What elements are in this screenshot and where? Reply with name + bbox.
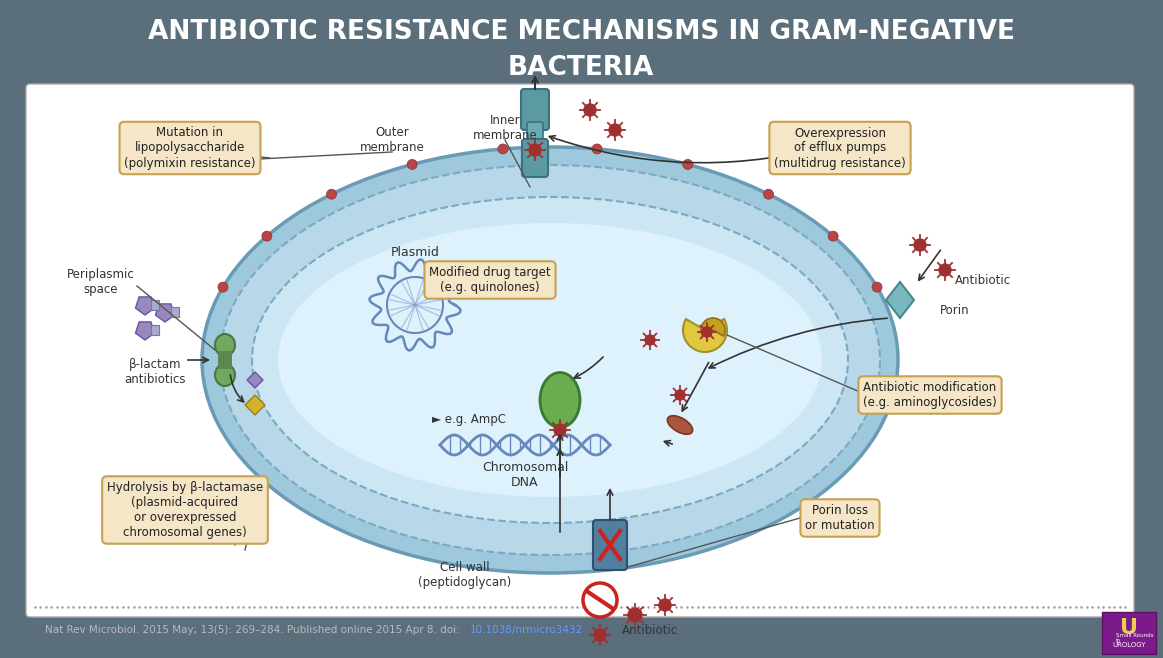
Circle shape	[327, 190, 336, 199]
Text: ► e.g. AmpC: ► e.g. AmpC	[431, 413, 506, 426]
FancyBboxPatch shape	[1103, 612, 1156, 654]
Circle shape	[828, 231, 839, 241]
Circle shape	[939, 264, 951, 276]
Text: Antibiotic: Antibiotic	[955, 274, 1011, 286]
FancyBboxPatch shape	[593, 520, 627, 570]
Text: Hydrolysis by β-lactamase
(plasmid-acquired
or overexpressed
chromosomal genes): Hydrolysis by β-lactamase (plasmid-acqui…	[107, 481, 263, 539]
Circle shape	[659, 599, 671, 611]
Circle shape	[872, 282, 882, 292]
Circle shape	[554, 424, 566, 436]
Text: β-lactam
antibiotics: β-lactam antibiotics	[124, 358, 186, 386]
Text: Nat Rev Microbiol. 2015 May; 13(5): 269–284. Published online 2015 Apr 8. doi:: Nat Rev Microbiol. 2015 May; 13(5): 269–…	[45, 625, 459, 635]
Text: UROLOGY: UROLOGY	[1112, 642, 1146, 648]
Text: BACTERIA: BACTERIA	[508, 55, 654, 81]
Text: Inner
membrane: Inner membrane	[472, 114, 537, 142]
Circle shape	[584, 104, 595, 116]
Text: Chromosomal
DNA: Chromosomal DNA	[481, 461, 569, 489]
Text: Modified drug target
(e.g. quinolones): Modified drug target (e.g. quinolones)	[429, 266, 551, 294]
Circle shape	[914, 239, 926, 251]
FancyBboxPatch shape	[521, 89, 549, 130]
Polygon shape	[886, 282, 914, 318]
Text: Cell wall
(peptidoglycan): Cell wall (peptidoglycan)	[419, 561, 512, 589]
Circle shape	[702, 327, 712, 337]
Circle shape	[675, 390, 685, 400]
Ellipse shape	[202, 147, 898, 573]
Text: Porin loss
or mutation: Porin loss or mutation	[805, 504, 875, 532]
Text: Antibiotic modification
(e.g. aminoglycosides): Antibiotic modification (e.g. aminoglyco…	[863, 381, 997, 409]
Ellipse shape	[540, 372, 580, 428]
FancyBboxPatch shape	[217, 351, 231, 369]
Ellipse shape	[215, 364, 235, 386]
Text: U: U	[1120, 618, 1139, 638]
Text: ANTIBIOTIC RESISTANCE MECHANISMS IN GRAM-NEGATIVE: ANTIBIOTIC RESISTANCE MECHANISMS IN GRAM…	[148, 19, 1014, 45]
Text: Periplasmic
space: Periplasmic space	[67, 268, 135, 296]
Circle shape	[594, 629, 606, 641]
Wedge shape	[701, 318, 725, 336]
Text: Antibiotic: Antibiotic	[622, 624, 678, 636]
Text: Plasmid: Plasmid	[391, 247, 440, 259]
Ellipse shape	[252, 197, 848, 523]
Ellipse shape	[668, 416, 693, 434]
Text: Overexpression
of efflux pumps
(multidrug resistance): Overexpression of efflux pumps (multidru…	[775, 126, 906, 170]
Circle shape	[498, 144, 508, 154]
Circle shape	[628, 608, 642, 622]
Text: Porin: Porin	[940, 303, 970, 316]
FancyBboxPatch shape	[26, 84, 1134, 617]
Circle shape	[645, 335, 655, 345]
Circle shape	[609, 124, 621, 136]
Wedge shape	[683, 319, 727, 352]
Circle shape	[217, 282, 228, 292]
Circle shape	[683, 159, 693, 169]
Polygon shape	[247, 372, 263, 388]
Circle shape	[592, 144, 602, 154]
Text: Small Rounds
in: Small Rounds in	[1116, 632, 1154, 644]
Circle shape	[407, 159, 418, 169]
Text: Mutation in
lipopolysaccharide
(polymixin resistance): Mutation in lipopolysaccharide (polymixi…	[124, 126, 256, 170]
Text: 10.1038/nrmicro3432: 10.1038/nrmicro3432	[470, 625, 583, 635]
Text: Outer
membrane: Outer membrane	[359, 126, 424, 154]
FancyBboxPatch shape	[151, 300, 159, 310]
Ellipse shape	[220, 165, 880, 555]
Circle shape	[763, 190, 773, 199]
Polygon shape	[135, 322, 155, 340]
Polygon shape	[135, 297, 155, 315]
Ellipse shape	[278, 223, 822, 497]
FancyBboxPatch shape	[527, 122, 543, 146]
FancyBboxPatch shape	[522, 139, 548, 177]
Circle shape	[529, 144, 541, 156]
Polygon shape	[156, 304, 174, 322]
Ellipse shape	[215, 334, 235, 356]
Polygon shape	[245, 395, 265, 415]
FancyBboxPatch shape	[171, 307, 179, 317]
FancyBboxPatch shape	[151, 325, 159, 335]
Circle shape	[583, 583, 618, 617]
Circle shape	[262, 231, 272, 241]
